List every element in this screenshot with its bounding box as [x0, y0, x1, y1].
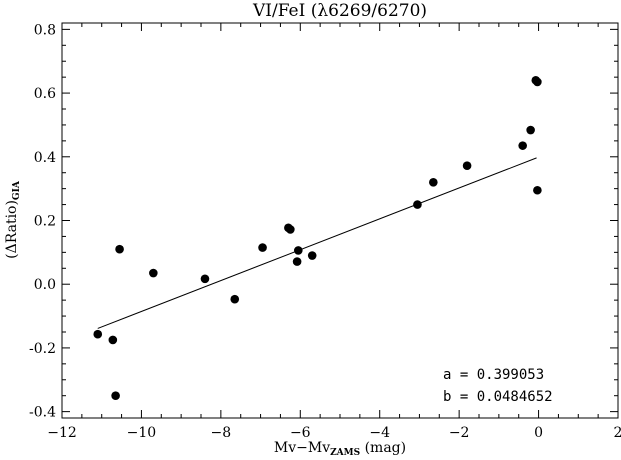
x-axis-label-subscript: ZAMS [330, 448, 360, 458]
data-points [93, 76, 542, 401]
y-axis-label: (ΔRatio)GIA [4, 180, 22, 259]
x-tick-label: −4 [369, 425, 390, 441]
data-point [526, 125, 535, 135]
x-axis-ticks: −12 −10 −8 −6 −4 −2 0 2 [47, 23, 621, 441]
y-tick-label: -0.4 [29, 405, 56, 421]
y-tick-label: 0.2 [34, 214, 56, 230]
data-point [93, 329, 103, 339]
data-point [200, 274, 210, 284]
data-point [292, 257, 302, 266]
annotation-a: a = 0.399053 [443, 367, 544, 383]
data-point [518, 141, 527, 150]
x-tick-label: 2 [614, 425, 621, 441]
data-point [462, 161, 472, 171]
y-axis-ticks: -0.4 -0.2 0.0 0.2 0.4 0.6 0.8 [29, 22, 618, 421]
y-tick-label: -0.2 [29, 341, 56, 357]
x-tick-label: −6 [290, 425, 311, 441]
x-tick-label: −8 [211, 425, 232, 441]
data-point [533, 185, 542, 195]
fit-line [97, 157, 537, 329]
x-tick-label: −2 [449, 425, 470, 441]
data-point [413, 200, 422, 209]
fit-line-group [97, 157, 537, 329]
annotation-b: b = 0.0484652 [443, 389, 553, 405]
x-tick-label: 0 [534, 425, 543, 441]
data-point [307, 251, 317, 260]
x-axis-label-suffix: (mag) [360, 440, 406, 456]
y-tick-label: 0.4 [34, 150, 56, 166]
y-tick-label: 0.8 [34, 22, 56, 38]
data-point [286, 225, 295, 234]
data-point [230, 294, 240, 304]
y-axis-label-subscript: GIA [12, 180, 22, 200]
data-point [294, 246, 303, 255]
data-point [429, 177, 438, 187]
data-point [108, 335, 118, 345]
y-tick-label: 0.6 [34, 86, 56, 102]
chart-title: VI/FeI (λ6269/6270) [252, 1, 427, 21]
data-point [258, 243, 267, 252]
data-point [111, 391, 120, 401]
x-axis-label-main: Mv−Mv [274, 440, 330, 456]
x-tick-label: −12 [47, 425, 77, 441]
data-point [149, 268, 158, 278]
x-tick-label: −10 [127, 425, 157, 441]
x-axis-label: Mv−MvZAMS (mag) [274, 440, 406, 458]
y-tick-label: 0.0 [34, 277, 56, 293]
data-point [533, 77, 542, 87]
y-axis-label-main: (ΔRatio) [4, 200, 20, 259]
data-point [115, 244, 124, 254]
